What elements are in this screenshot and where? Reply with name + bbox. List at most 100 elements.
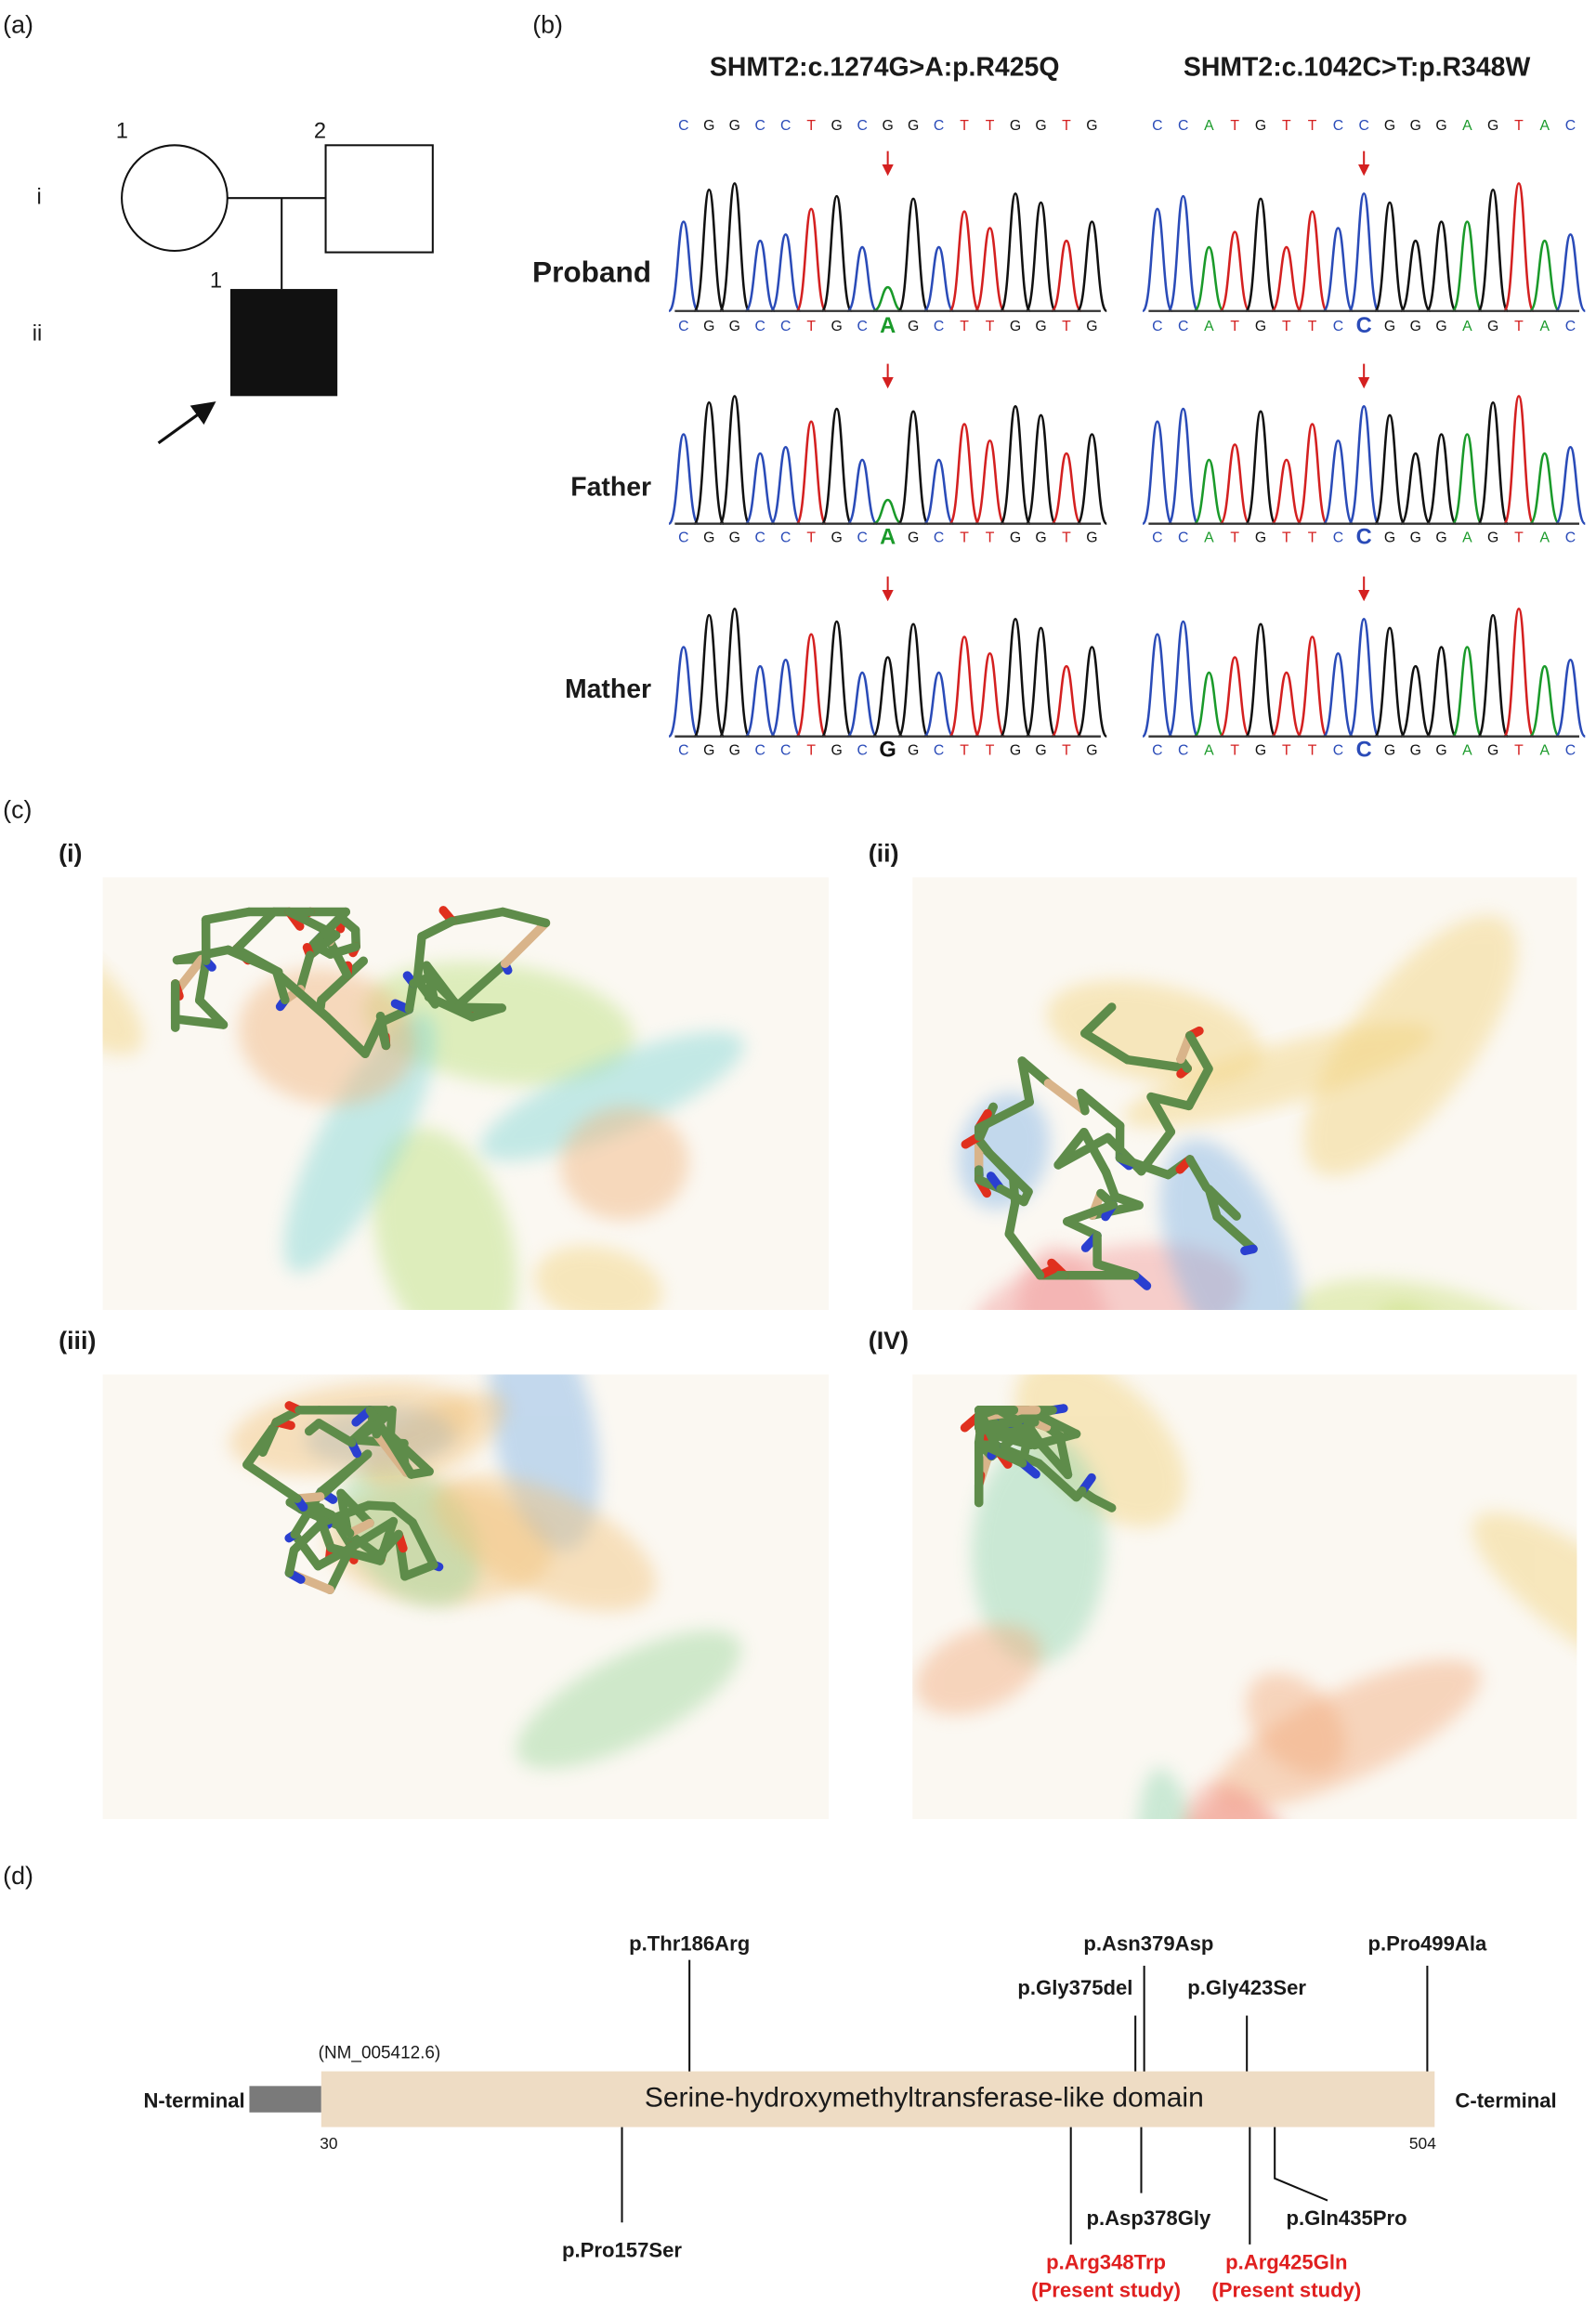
stick [1063,1217,1102,1240]
peak [1502,395,1535,525]
stick [1185,1030,1213,1074]
peak [923,458,955,525]
stick [201,907,254,924]
stick [408,1518,438,1570]
individual-number: 1 [116,119,128,143]
structure-view [912,877,1577,1311]
variant-label: p.Asn379Asp [1083,1932,1213,1956]
individual-number: 2 [314,119,326,143]
ribbon [102,926,144,1055]
stick [1063,1200,1118,1226]
peak [1271,245,1302,313]
peak [999,405,1032,525]
atom [1240,1244,1258,1256]
stick [313,1508,335,1552]
stick [314,1419,357,1447]
peak [1399,452,1432,525]
stick [322,1012,370,1058]
structure-view [102,1374,830,1819]
peak [872,285,903,313]
peak [1348,192,1380,313]
peak [1296,635,1328,738]
peak [1025,201,1057,313]
start-residue: 30 [320,2134,337,2153]
variant-label: p.Gly423Ser [1187,1976,1306,1999]
stick [1029,1429,1081,1450]
peak [1451,220,1484,313]
sanger-panel: Proband Father Mather SHMT2:c.1274G>A:p.R42… [532,53,1587,763]
stick [194,956,211,1005]
variant-label: p.Arg348Trp [1046,2250,1166,2273]
stick [1037,1440,1073,1480]
structure-view [102,877,830,1311]
stick [996,1184,1028,1207]
proband-arrow [157,401,216,445]
stick [313,1547,349,1571]
peak [667,220,700,313]
peak [744,664,777,738]
peak [1373,201,1406,313]
generation-label: ii [33,321,43,346]
peak [1193,245,1224,313]
structure-panel: (i) (ii) (iii) (IV) [59,840,1577,1819]
row-label: Mather [565,674,651,704]
peak [769,658,802,738]
panel-label: (b) [532,11,563,39]
row-label: Proband [532,255,651,289]
view-label: (ii) [869,840,899,868]
peak [1219,443,1251,525]
stick [347,1419,383,1447]
peak [820,620,853,738]
ribbon [915,1624,1042,1715]
peak [744,452,777,525]
peak [897,622,930,738]
stick [387,1440,416,1479]
peak [1425,220,1458,313]
peak [769,233,802,313]
peak [1271,671,1302,738]
peak [1477,400,1510,525]
peak [872,498,903,525]
female-symbol [121,144,229,253]
stick [400,1560,438,1581]
peak [744,239,777,313]
affected-male [229,289,338,397]
peak [974,439,1006,525]
peak [1425,433,1458,525]
stick [412,932,426,985]
variant-note: (Present study) [1031,2278,1181,2301]
peak [1193,458,1224,525]
peak [1322,652,1354,738]
variant-label: p.Asp378Gly [1086,2206,1211,2230]
ribbon [1214,1659,1482,1810]
stick [1080,1028,1132,1065]
ribbon [1159,1139,1301,1311]
peak [1219,230,1251,313]
stick [315,1449,373,1501]
peak [795,633,828,738]
panel-label: (d) [3,1862,33,1890]
signal-region [249,2086,321,2113]
peak [667,646,700,738]
variant-label: p.Thr186Arg [629,1932,750,1956]
peak [1399,664,1432,738]
peak [1271,458,1302,525]
peak [693,188,726,313]
peak [769,446,802,525]
stick [1185,1155,1211,1192]
stick [1004,1198,1020,1238]
peak [1425,646,1458,738]
peak [1348,618,1380,738]
ribbon [1046,980,1262,1086]
peak [1050,664,1082,738]
peak [1554,658,1587,738]
stick [1017,1056,1053,1088]
peak [1502,182,1535,313]
peak [820,407,853,525]
peak [1296,423,1328,525]
stick [1043,1079,1090,1116]
view-label: (i) [59,840,82,868]
peak [1050,239,1082,313]
